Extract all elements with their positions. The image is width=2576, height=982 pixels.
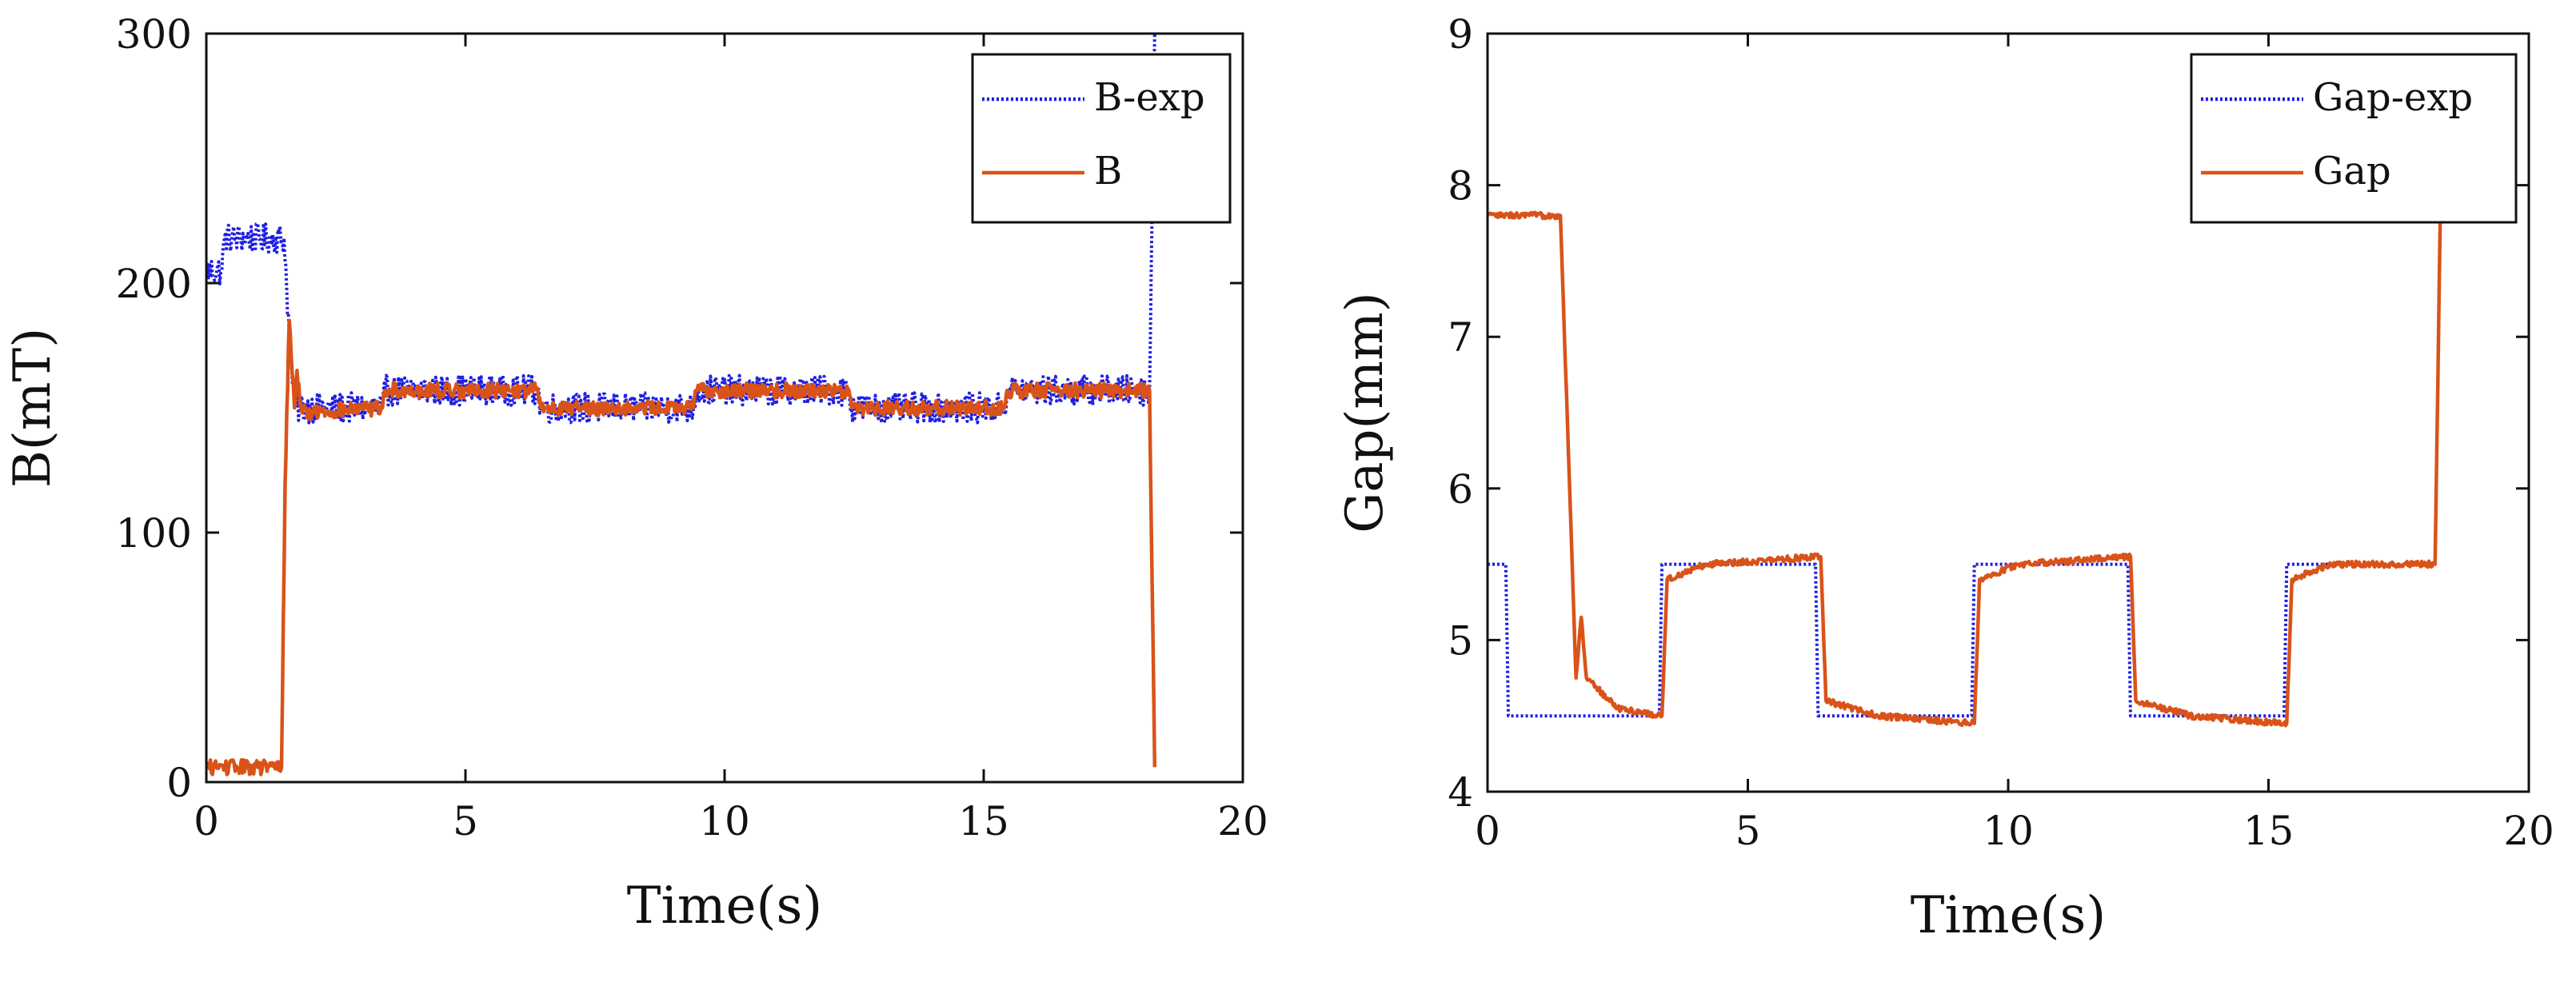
y-axis-label: B(mT) xyxy=(3,328,62,488)
legend-label-gap-exp: Gap-exp xyxy=(2313,75,2473,120)
legend-box xyxy=(971,53,1232,224)
legend: B-exp B xyxy=(971,53,1232,224)
y-tick-label: 200 xyxy=(116,261,192,307)
x-tick-label: 15 xyxy=(2243,808,2294,854)
legend-box xyxy=(2190,53,2518,224)
y-tick-label: 6 xyxy=(1448,466,1473,513)
legend-label-b: B xyxy=(1094,149,1122,194)
y-tick-label: 0 xyxy=(166,760,192,806)
y-tick-label: 4 xyxy=(1448,769,1473,816)
y-tick-label: 7 xyxy=(1448,314,1473,361)
x-tick-label: 10 xyxy=(1983,808,2034,854)
y-tick-label: 9 xyxy=(1448,11,1473,58)
x-tick-label: 15 xyxy=(958,798,1009,844)
y-tick-label: 100 xyxy=(116,510,192,557)
x-tick-label: 20 xyxy=(1217,798,1268,844)
legend-label-b-exp: B-exp xyxy=(1094,75,1205,120)
x-tick-label: 20 xyxy=(2503,808,2554,854)
x-tick-label: 0 xyxy=(194,798,219,844)
y-axis-label: Gap(mm) xyxy=(1336,292,1395,533)
gap-chart: 0 5 10 15 20 4 5 6 7 8 9 Time(s) Gap(mm) Gap-exp Gap xyxy=(1336,11,2554,945)
x-tick-label: 5 xyxy=(453,798,478,844)
y-tick-label: 300 xyxy=(116,11,192,58)
x-axis-label: Time(s) xyxy=(1911,886,2107,945)
legend: Gap-exp Gap xyxy=(2190,53,2518,224)
x-tick-label: 10 xyxy=(699,798,750,844)
x-tick-label: 0 xyxy=(1475,808,1500,854)
y-tick-label: 5 xyxy=(1448,617,1473,664)
legend-label-gap: Gap xyxy=(2313,149,2391,194)
series-line-gap xyxy=(1488,210,2442,728)
series-line-b xyxy=(206,318,1157,776)
y-tick-label: 8 xyxy=(1448,163,1473,210)
x-axis-label: Time(s) xyxy=(627,876,823,936)
x-tick-label: 5 xyxy=(1735,808,1761,854)
